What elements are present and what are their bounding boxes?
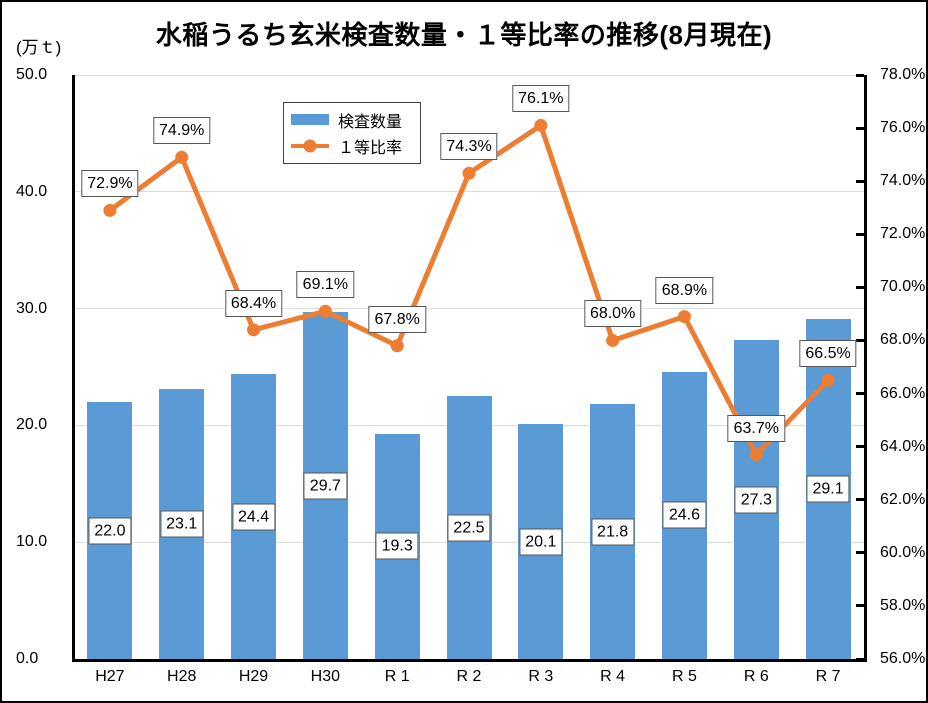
left-axis-tick-label: 50.0 [16, 66, 48, 83]
right-axis-tick-mark [856, 338, 864, 342]
bar-value-label: 24.6 [662, 501, 707, 529]
left-axis-tick-label: 0.0 [16, 650, 39, 667]
line-value-label: 74.9% [153, 117, 211, 145]
bar-value-label: 29.1 [806, 475, 850, 503]
x-axis-line [71, 658, 867, 662]
bar-value-label: 27.3 [734, 486, 778, 514]
x-axis-tick-label: R 4 [600, 668, 626, 685]
x-axis-tick-label: H28 [167, 668, 197, 685]
x-axis-tick-label: R 3 [528, 668, 554, 685]
line-value-label: 68.9% [655, 276, 714, 304]
left-axis-tick-label: 40.0 [16, 182, 48, 200]
right-axis-tick-label: 68.0% [880, 331, 926, 349]
line-marker [247, 323, 261, 337]
right-axis-tick-mark [856, 179, 864, 183]
bar-value-label: 19.3 [375, 532, 419, 560]
bar-value-label: 21.8 [591, 518, 635, 546]
right-axis-tick-label: 60.0% [880, 543, 926, 561]
right-axis-tick-label: 66.0% [880, 384, 926, 402]
right-axis-tick-label: 62.0% [880, 490, 926, 508]
right-axis-tick-label: 74.0% [880, 172, 926, 190]
line-value-label: 72.9% [81, 170, 139, 198]
legend: 検査数量 １等比率 [283, 102, 421, 164]
bar-value-label: 22.5 [447, 514, 491, 542]
line-value-label: 63.7% [727, 414, 785, 442]
right-axis-tick-label: 56.0% [880, 650, 926, 667]
line-value-label: 66.5% [799, 340, 857, 368]
right-axis-tick-label: 72.0% [880, 225, 926, 243]
x-axis-tick-label: H29 [238, 668, 269, 685]
right-axis-tick-mark [856, 445, 864, 449]
line-marker [677, 310, 691, 324]
line-value-label: 68.0% [583, 300, 642, 328]
line-value-label: 67.8% [368, 305, 426, 333]
x-axis-tick-label: R 6 [743, 668, 769, 685]
right-axis-tick-mark [856, 604, 864, 608]
right-axis-tick-mark [856, 126, 864, 130]
bar-value-label: 24.4 [231, 503, 276, 530]
right-axis-tick-mark [856, 551, 864, 555]
right-axis-tick-mark [856, 232, 864, 236]
right-axis-tick-mark [856, 392, 864, 396]
gridline [74, 308, 864, 310]
right-axis-tick-mark [856, 73, 864, 77]
left-axis-tick-label: 10.0 [16, 533, 48, 551]
bar-value-label: 29.7 [303, 472, 347, 500]
line-swatch-icon [290, 138, 330, 154]
x-axis-tick-label: R 1 [384, 668, 410, 685]
line-value-label: 68.4% [224, 289, 283, 317]
line-marker [175, 150, 189, 164]
line-marker [606, 333, 620, 347]
right-axis-tick-mark [856, 657, 864, 661]
left-axis-tick-label: 30.0 [16, 299, 48, 317]
line-marker [462, 166, 476, 180]
legend-item-line: １等比率 [290, 134, 414, 158]
bar-value-label: 23.1 [160, 510, 204, 538]
left-axis-tick-label: 20.0 [16, 416, 48, 434]
right-axis-tick-label: 64.0% [880, 437, 926, 455]
line-value-label: 69.1% [296, 271, 355, 299]
bar-value-label: 20.1 [519, 528, 563, 556]
right-axis-tick-label: 76.0% [880, 119, 926, 137]
legend-bar-label: 検査数量 [338, 113, 403, 131]
left-axis-unit-label: (万ｔ) [16, 38, 62, 57]
right-axis-tick-label: 70.0% [880, 278, 926, 296]
legend-item-bar: 検査数量 [290, 108, 414, 132]
right-axis-tick-mark [856, 498, 864, 502]
x-axis-tick-label: R 7 [815, 668, 841, 685]
line-marker [390, 339, 404, 353]
right-axis-tick-label: 58.0% [880, 596, 926, 614]
line-marker [103, 203, 117, 217]
line-value-label: 74.3% [440, 133, 498, 161]
right-axis-tick-mark [856, 285, 864, 289]
gridline [74, 74, 864, 76]
legend-line-label: １等比率 [338, 140, 403, 158]
right-axis-tick-label: 78.0% [880, 66, 926, 83]
left-axis-line [71, 75, 75, 662]
gridline [74, 191, 864, 193]
bar-value-label: 22.0 [88, 517, 132, 545]
line-value-label: 76.1% [512, 85, 570, 113]
x-axis-tick-label: H27 [95, 668, 125, 685]
line-marker [534, 118, 548, 132]
chart-title: 水稲うるち玄米検査数量・１等比率の推移(8月現在) [155, 20, 773, 50]
bar-swatch-icon [290, 112, 330, 128]
x-axis-tick-label: H30 [310, 668, 341, 685]
x-axis-tick-label: R 2 [456, 668, 482, 685]
x-axis-tick-label: R 5 [672, 668, 697, 685]
right-axis-line [863, 75, 867, 662]
